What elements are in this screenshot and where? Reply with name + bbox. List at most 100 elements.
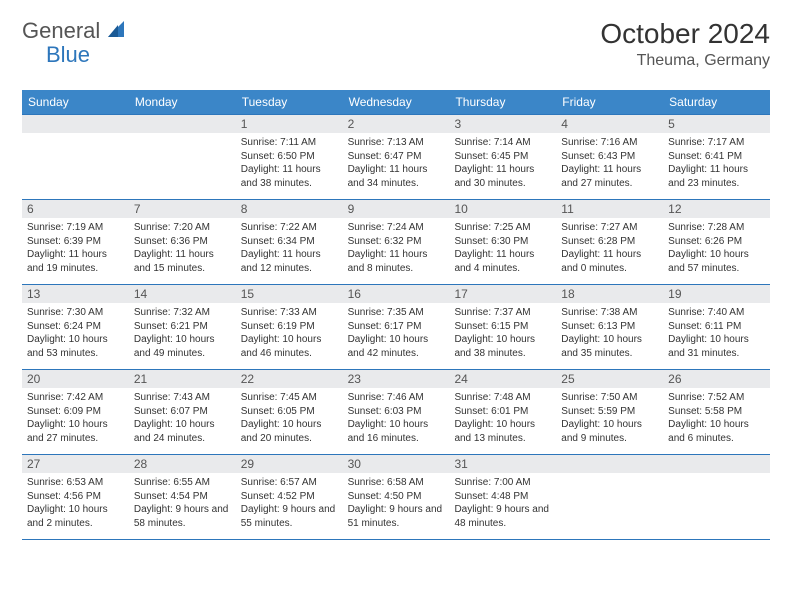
day-body: Sunrise: 7:17 AMSunset: 6:41 PMDaylight:…: [663, 133, 770, 195]
day-number: 28: [129, 455, 236, 473]
day-number: 21: [129, 370, 236, 388]
week-row: 6Sunrise: 7:19 AMSunset: 6:39 PMDaylight…: [22, 200, 770, 285]
week-row: 27Sunrise: 6:53 AMSunset: 4:56 PMDayligh…: [22, 455, 770, 540]
day-number: 12: [663, 200, 770, 218]
day-line: Sunrise: 7:17 AM: [668, 136, 765, 150]
day-line: Sunrise: 6:55 AM: [134, 476, 231, 490]
day-line: Sunset: 6:07 PM: [134, 405, 231, 419]
day-header-mon: Monday: [129, 90, 236, 114]
day-cell: 1Sunrise: 7:11 AMSunset: 6:50 PMDaylight…: [236, 115, 343, 199]
day-line: Sunrise: 7:48 AM: [454, 391, 551, 405]
day-line: Daylight: 10 hours and 13 minutes.: [454, 418, 551, 445]
day-line: Sunset: 6:01 PM: [454, 405, 551, 419]
day-line: Sunrise: 7:22 AM: [241, 221, 338, 235]
day-line: Daylight: 10 hours and 2 minutes.: [27, 503, 124, 530]
calendar: Sunday Monday Tuesday Wednesday Thursday…: [22, 90, 770, 540]
day-line: Sunrise: 7:45 AM: [241, 391, 338, 405]
day-line: Sunset: 6:36 PM: [134, 235, 231, 249]
day-number: 17: [449, 285, 556, 303]
day-header-tue: Tuesday: [236, 90, 343, 114]
day-line: Daylight: 10 hours and 9 minutes.: [561, 418, 658, 445]
day-line: Sunset: 6:19 PM: [241, 320, 338, 334]
day-cell: 3Sunrise: 7:14 AMSunset: 6:45 PMDaylight…: [449, 115, 556, 199]
day-line: Sunrise: 7:27 AM: [561, 221, 658, 235]
day-body: Sunrise: 7:14 AMSunset: 6:45 PMDaylight:…: [449, 133, 556, 195]
day-number: [22, 115, 129, 133]
day-line: Sunset: 6:15 PM: [454, 320, 551, 334]
day-number: 15: [236, 285, 343, 303]
day-line: Sunset: 6:09 PM: [27, 405, 124, 419]
day-number: 26: [663, 370, 770, 388]
day-line: Daylight: 9 hours and 48 minutes.: [454, 503, 551, 530]
week-row: 20Sunrise: 7:42 AMSunset: 6:09 PMDayligh…: [22, 370, 770, 455]
day-line: Sunrise: 7:13 AM: [348, 136, 445, 150]
day-number: 10: [449, 200, 556, 218]
title-block: October 2024 Theuma, Germany: [600, 18, 770, 70]
day-cell: 5Sunrise: 7:17 AMSunset: 6:41 PMDaylight…: [663, 115, 770, 199]
day-line: Daylight: 11 hours and 38 minutes.: [241, 163, 338, 190]
day-line: Sunrise: 7:37 AM: [454, 306, 551, 320]
location: Theuma, Germany: [600, 52, 770, 70]
day-number: 14: [129, 285, 236, 303]
logo-text-blue: Blue: [46, 42, 90, 68]
day-line: Daylight: 9 hours and 55 minutes.: [241, 503, 338, 530]
day-line: Daylight: 9 hours and 58 minutes.: [134, 503, 231, 530]
day-cell: 27Sunrise: 6:53 AMSunset: 4:56 PMDayligh…: [22, 455, 129, 539]
day-body: Sunrise: 7:20 AMSunset: 6:36 PMDaylight:…: [129, 218, 236, 280]
day-line: Sunrise: 7:00 AM: [454, 476, 551, 490]
logo-text-general: General: [22, 18, 100, 44]
day-line: Sunset: 6:45 PM: [454, 150, 551, 164]
day-line: Daylight: 10 hours and 49 minutes.: [134, 333, 231, 360]
day-cell: [22, 115, 129, 199]
day-line: Sunset: 6:21 PM: [134, 320, 231, 334]
day-number: 9: [343, 200, 450, 218]
day-body: Sunrise: 7:40 AMSunset: 6:11 PMDaylight:…: [663, 303, 770, 365]
day-number: 31: [449, 455, 556, 473]
day-header-wed: Wednesday: [343, 90, 450, 114]
day-line: Sunset: 6:30 PM: [454, 235, 551, 249]
day-number: 23: [343, 370, 450, 388]
day-line: Sunrise: 6:58 AM: [348, 476, 445, 490]
day-line: Daylight: 10 hours and 46 minutes.: [241, 333, 338, 360]
day-number: 13: [22, 285, 129, 303]
day-line: Daylight: 11 hours and 34 minutes.: [348, 163, 445, 190]
day-header-sun: Sunday: [22, 90, 129, 114]
day-line: Sunrise: 7:38 AM: [561, 306, 658, 320]
day-line: Sunrise: 7:11 AM: [241, 136, 338, 150]
day-cell: 18Sunrise: 7:38 AMSunset: 6:13 PMDayligh…: [556, 285, 663, 369]
day-cell: 26Sunrise: 7:52 AMSunset: 5:58 PMDayligh…: [663, 370, 770, 454]
day-line: Daylight: 10 hours and 6 minutes.: [668, 418, 765, 445]
day-line: Sunrise: 7:52 AM: [668, 391, 765, 405]
day-line: Sunrise: 7:50 AM: [561, 391, 658, 405]
day-body: Sunrise: 7:16 AMSunset: 6:43 PMDaylight:…: [556, 133, 663, 195]
month-title: October 2024: [600, 18, 770, 50]
day-line: Daylight: 10 hours and 16 minutes.: [348, 418, 445, 445]
day-body: Sunrise: 7:35 AMSunset: 6:17 PMDaylight:…: [343, 303, 450, 365]
day-body: Sunrise: 7:52 AMSunset: 5:58 PMDaylight:…: [663, 388, 770, 450]
day-number: 6: [22, 200, 129, 218]
day-cell: 19Sunrise: 7:40 AMSunset: 6:11 PMDayligh…: [663, 285, 770, 369]
day-body: Sunrise: 6:53 AMSunset: 4:56 PMDaylight:…: [22, 473, 129, 535]
day-line: Sunset: 6:26 PM: [668, 235, 765, 249]
day-body: Sunrise: 7:50 AMSunset: 5:59 PMDaylight:…: [556, 388, 663, 450]
day-line: Daylight: 10 hours and 24 minutes.: [134, 418, 231, 445]
day-number: 5: [663, 115, 770, 133]
day-line: Sunrise: 7:40 AM: [668, 306, 765, 320]
day-number: [663, 455, 770, 473]
day-cell: 10Sunrise: 7:25 AMSunset: 6:30 PMDayligh…: [449, 200, 556, 284]
day-cell: 25Sunrise: 7:50 AMSunset: 5:59 PMDayligh…: [556, 370, 663, 454]
day-line: Daylight: 11 hours and 8 minutes.: [348, 248, 445, 275]
day-cell: 24Sunrise: 7:48 AMSunset: 6:01 PMDayligh…: [449, 370, 556, 454]
day-line: Sunrise: 7:14 AM: [454, 136, 551, 150]
day-body: Sunrise: 6:55 AMSunset: 4:54 PMDaylight:…: [129, 473, 236, 535]
day-cell: [663, 455, 770, 539]
day-line: Sunset: 6:50 PM: [241, 150, 338, 164]
day-cell: 20Sunrise: 7:42 AMSunset: 6:09 PMDayligh…: [22, 370, 129, 454]
day-header-thu: Thursday: [449, 90, 556, 114]
day-line: Sunset: 6:17 PM: [348, 320, 445, 334]
day-line: Daylight: 11 hours and 27 minutes.: [561, 163, 658, 190]
day-line: Sunrise: 7:32 AM: [134, 306, 231, 320]
day-cell: 7Sunrise: 7:20 AMSunset: 6:36 PMDaylight…: [129, 200, 236, 284]
week-row: 13Sunrise: 7:30 AMSunset: 6:24 PMDayligh…: [22, 285, 770, 370]
day-cell: [556, 455, 663, 539]
